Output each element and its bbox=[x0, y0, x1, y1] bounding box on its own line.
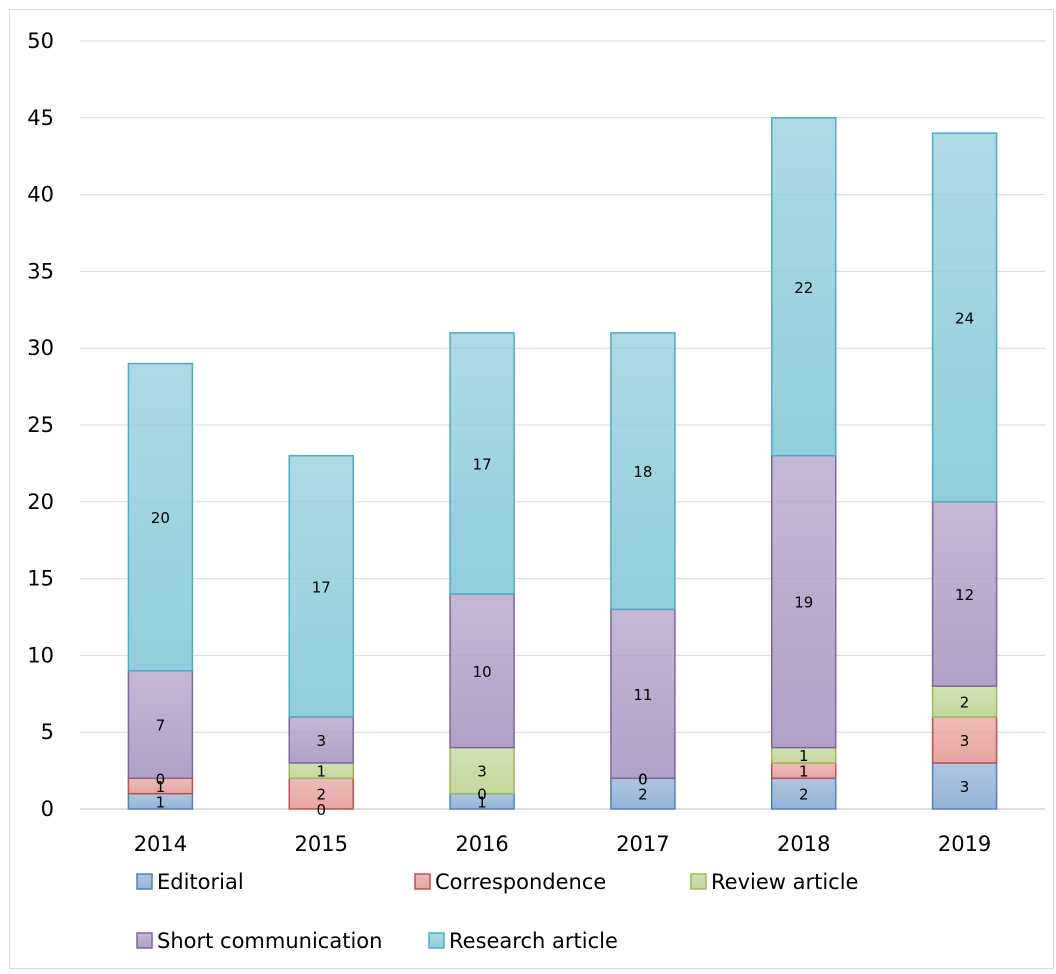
bar-research-article-2014 bbox=[127, 362, 194, 672]
grid-lines bbox=[80, 40, 1045, 810]
data-label: 24 bbox=[955, 309, 974, 327]
legend-swatch bbox=[428, 932, 445, 949]
data-label: 3 bbox=[477, 763, 487, 781]
bar-research-article-2016 bbox=[449, 332, 515, 595]
data-label: 19 bbox=[794, 594, 813, 612]
y-tick-label: 10 bbox=[27, 643, 54, 667]
data-label: 0 bbox=[638, 770, 648, 788]
data-label: 2 bbox=[960, 693, 970, 711]
data-label: 1 bbox=[316, 763, 326, 781]
legend-item-short-communication: Short communication bbox=[136, 929, 382, 953]
legend-label: Review article bbox=[711, 870, 858, 894]
data-label: 3 bbox=[960, 778, 970, 796]
y-tick-label: 0 bbox=[41, 797, 54, 821]
y-tick-label: 30 bbox=[27, 336, 54, 360]
data-label: 2 bbox=[316, 786, 326, 804]
bars bbox=[127, 117, 998, 810]
data-label: 3 bbox=[316, 732, 326, 750]
y-tick-label: 5 bbox=[41, 720, 54, 744]
legend-label: Research article bbox=[449, 929, 618, 953]
data-label: 1 bbox=[477, 793, 487, 811]
x-tick-label: 2017 bbox=[616, 832, 669, 856]
bar-research-article-2019 bbox=[931, 132, 998, 503]
legend-swatch bbox=[136, 873, 153, 890]
x-tick-label: 2019 bbox=[938, 832, 991, 856]
bar-short-communication-2019 bbox=[931, 501, 998, 687]
data-label: 2 bbox=[799, 786, 809, 804]
x-tick-label: 2018 bbox=[777, 832, 830, 856]
bar-editorial-2017 bbox=[610, 777, 676, 810]
data-label: 22 bbox=[794, 279, 813, 297]
data-label: 3 bbox=[960, 732, 970, 750]
y-tick-label: 45 bbox=[27, 106, 54, 130]
legend-swatch bbox=[136, 932, 153, 949]
bar-short-communication-2017 bbox=[610, 608, 676, 780]
data-label: 0 bbox=[316, 801, 326, 819]
legend-item-editorial: Editorial bbox=[136, 870, 244, 894]
y-axis-ticks: 0 5 10 15 20 25 30 35 40 45 50 bbox=[27, 29, 54, 821]
y-tick-label: 20 bbox=[27, 490, 54, 514]
legend-item-research-article: Research article bbox=[428, 929, 618, 953]
bar-short-communication-2016 bbox=[449, 593, 515, 749]
x-tick-label: 2015 bbox=[295, 832, 348, 856]
data-label: 1 bbox=[799, 747, 809, 765]
data-label: 1 bbox=[156, 778, 166, 796]
x-tick-label: 2014 bbox=[134, 832, 187, 856]
data-label: 1 bbox=[156, 793, 166, 811]
legend-label: Short communication bbox=[157, 929, 382, 953]
chart-frame: 0 5 10 15 20 25 30 35 40 45 50 1 1 0 7 20 0 2 1 3 17 1 0 3 10 17… bbox=[9, 9, 1054, 969]
data-label: 0 bbox=[477, 786, 487, 804]
legend-label: Editorial bbox=[157, 870, 244, 894]
data-label: 10 bbox=[473, 663, 492, 681]
bar-short-communication-2014 bbox=[127, 670, 194, 780]
bar-research-article-2015 bbox=[288, 454, 354, 718]
bar-review-article-2016 bbox=[449, 746, 515, 795]
bar-research-article-2018 bbox=[771, 117, 837, 457]
data-label: 1 bbox=[799, 763, 809, 781]
legend-label: Correspondence bbox=[435, 870, 606, 894]
y-tick-label: 15 bbox=[27, 567, 54, 591]
y-tick-label: 25 bbox=[27, 413, 54, 437]
legend: Editorial Correspondence Review article Sho… bbox=[136, 870, 858, 953]
legend-swatch bbox=[690, 873, 707, 890]
data-label: 17 bbox=[312, 578, 331, 596]
bar-short-communication-2015 bbox=[288, 716, 354, 764]
x-tick-label: 2016 bbox=[455, 832, 508, 856]
data-label: 2 bbox=[638, 786, 648, 804]
legend-item-review-article: Review article bbox=[690, 870, 858, 894]
data-label: 0 bbox=[156, 770, 166, 788]
bar-correspondence-2019 bbox=[931, 716, 998, 764]
data-label: 18 bbox=[633, 463, 652, 481]
y-tick-label: 40 bbox=[27, 183, 54, 207]
bar-research-article-2017 bbox=[610, 332, 676, 611]
data-label: 7 bbox=[156, 717, 166, 735]
x-axis-ticks: 2014 2015 2016 2017 2018 2019 bbox=[134, 832, 992, 856]
data-label: 12 bbox=[955, 586, 974, 604]
legend-item-correspondence: Correspondence bbox=[414, 870, 606, 894]
data-label: 20 bbox=[151, 509, 170, 527]
legend-swatch bbox=[414, 873, 431, 890]
data-label: 17 bbox=[473, 455, 492, 473]
y-tick-label: 50 bbox=[27, 29, 54, 53]
y-tick-label: 35 bbox=[27, 259, 54, 283]
data-label: 11 bbox=[633, 686, 652, 704]
data-label: 0 bbox=[638, 770, 648, 788]
bar-short-communication-2018 bbox=[771, 454, 837, 749]
